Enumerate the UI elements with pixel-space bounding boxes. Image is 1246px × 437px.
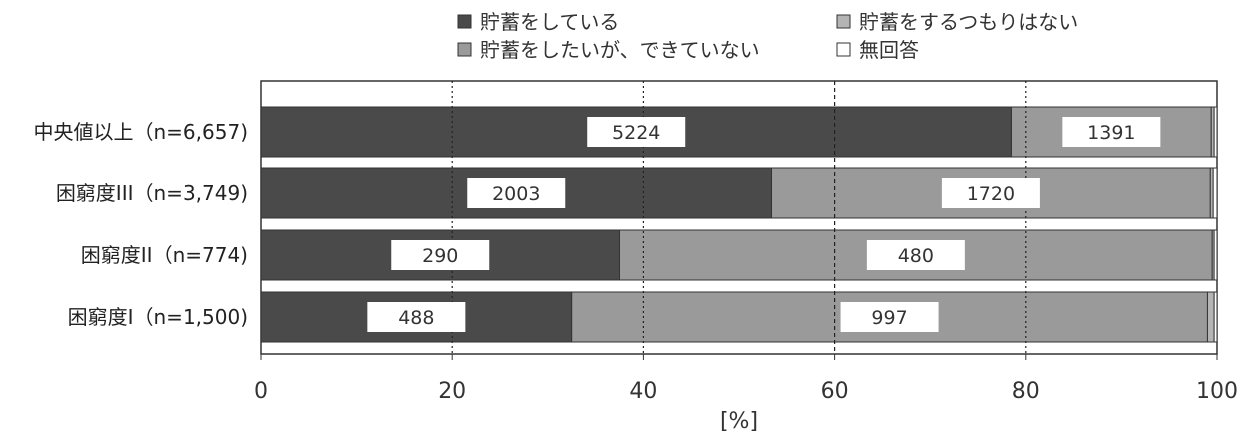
data-label: 480 [898, 245, 934, 267]
bar-segment [619, 229, 1213, 281]
data-label: 488 [398, 307, 434, 329]
x-tick-label: 80 [1012, 379, 1040, 404]
x-tick-label: 60 [821, 379, 849, 404]
data-label: 997 [871, 307, 907, 329]
legend-label: 無回答 [859, 38, 919, 62]
data-label-box [587, 117, 686, 147]
bar-segment [1213, 291, 1218, 343]
legend-label: 貯蓄をしている [480, 10, 619, 34]
x-tick-label: 20 [438, 379, 466, 404]
legend-label: 貯蓄をしたいが、できていない [480, 38, 760, 62]
x-tick-label: 100 [1196, 379, 1238, 404]
bar-segment [1213, 229, 1218, 281]
data-label: 1720 [967, 183, 1015, 205]
data-label: 290 [422, 245, 458, 267]
category-label: 困窮度II（n=774) [81, 243, 248, 267]
legend-swatch [457, 14, 472, 29]
category-labels: 中央値以上（n=6,657) 困窮度III（n=3,749) 困窮度II（n=774… [34, 120, 249, 329]
data-label-box [367, 302, 466, 332]
bars-group [260, 106, 1218, 343]
data-label: 2003 [492, 183, 540, 205]
bar-segment [1206, 291, 1215, 343]
data-label-box [467, 178, 566, 208]
data-label-box [840, 302, 939, 332]
category-label: 困窮度III（n=3,749) [56, 181, 248, 205]
x-tick-label: 40 [629, 379, 657, 404]
bar-segment [771, 167, 1211, 219]
data-label: 1391 [1087, 122, 1135, 144]
legend-swatch [836, 42, 851, 57]
x-tick-label: 0 [254, 379, 268, 404]
category-label: 困窮度I（n=1,500) [68, 305, 248, 329]
data-label-box [1062, 117, 1161, 147]
x-axis-label: [%] [720, 409, 758, 434]
category-label: 中央値以上（n=6,657) [34, 120, 249, 144]
data-label-box [866, 240, 965, 270]
legend-swatch [457, 42, 472, 57]
bar-segment [1212, 167, 1218, 219]
data-labels-group: 5224 1391 2003 1720 290 480 488 997 [367, 117, 1161, 332]
legend-label: 貯蓄をするつもりはない [859, 10, 1078, 34]
data-label-box [391, 240, 490, 270]
data-label-box [941, 178, 1040, 208]
x-axis-ticks: 0 20 40 60 80 100 [254, 354, 1238, 404]
bar-segment [1213, 106, 1218, 158]
legend-swatch [836, 14, 851, 29]
data-label: 5224 [612, 122, 660, 144]
